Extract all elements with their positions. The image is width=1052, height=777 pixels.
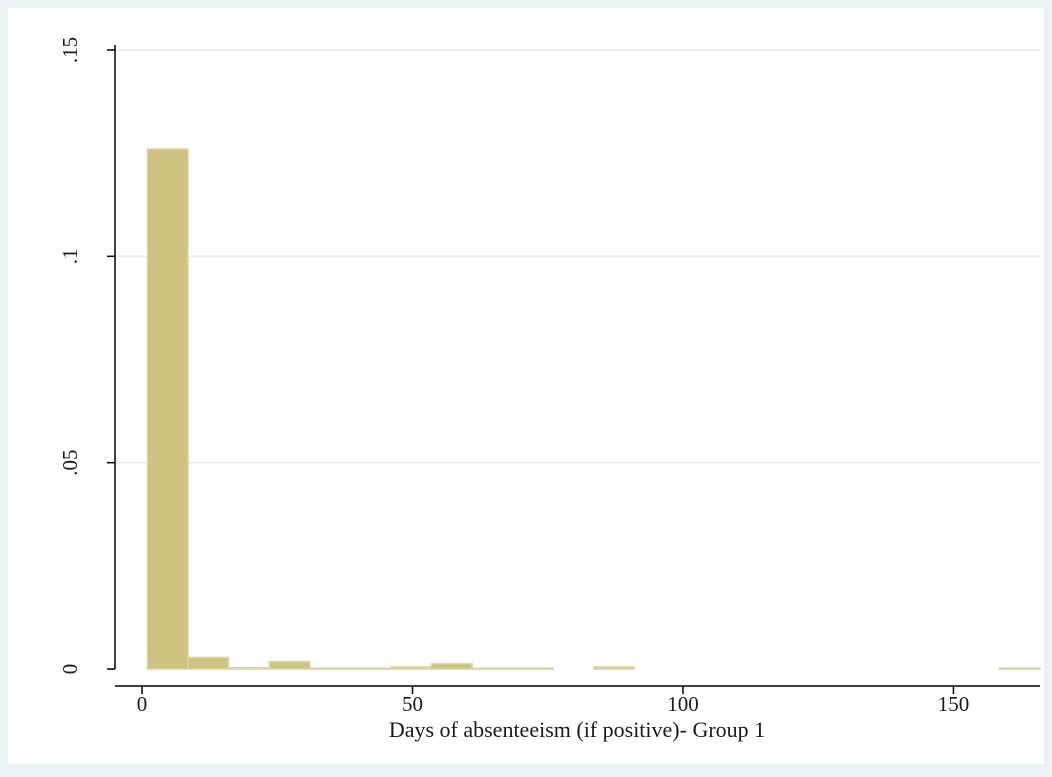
x-tick-label: 150	[938, 692, 970, 716]
histogram-bar	[227, 667, 270, 670]
histogram-bar	[349, 667, 392, 670]
x-axis-label: Days of absenteeism (if positive)- Group…	[389, 717, 765, 742]
histogram-bar	[471, 667, 514, 670]
histogram-bar	[511, 667, 554, 670]
axes: 0 .05 .1 .15 0 50 100 150	[58, 37, 1040, 716]
gridlines	[115, 49, 1040, 464]
x-tick-label: 50	[402, 692, 423, 716]
histogram-bar	[430, 662, 473, 670]
y-tick-label: .1	[58, 248, 82, 264]
histogram-bar	[187, 656, 230, 670]
histogram-bars	[146, 148, 1041, 670]
histogram-bar	[592, 666, 636, 670]
histogram-bar	[998, 667, 1041, 670]
histogram-bar	[308, 667, 352, 670]
y-tick-label: .05	[58, 450, 82, 476]
x-tick-label: 100	[667, 692, 699, 716]
y-tick-label: 0	[58, 664, 82, 675]
x-tick-label: 0	[137, 692, 148, 716]
histogram-bar	[268, 660, 311, 670]
histogram-bar	[390, 666, 433, 670]
histogram-bar	[146, 148, 189, 670]
y-tick-label: .15	[58, 37, 82, 63]
